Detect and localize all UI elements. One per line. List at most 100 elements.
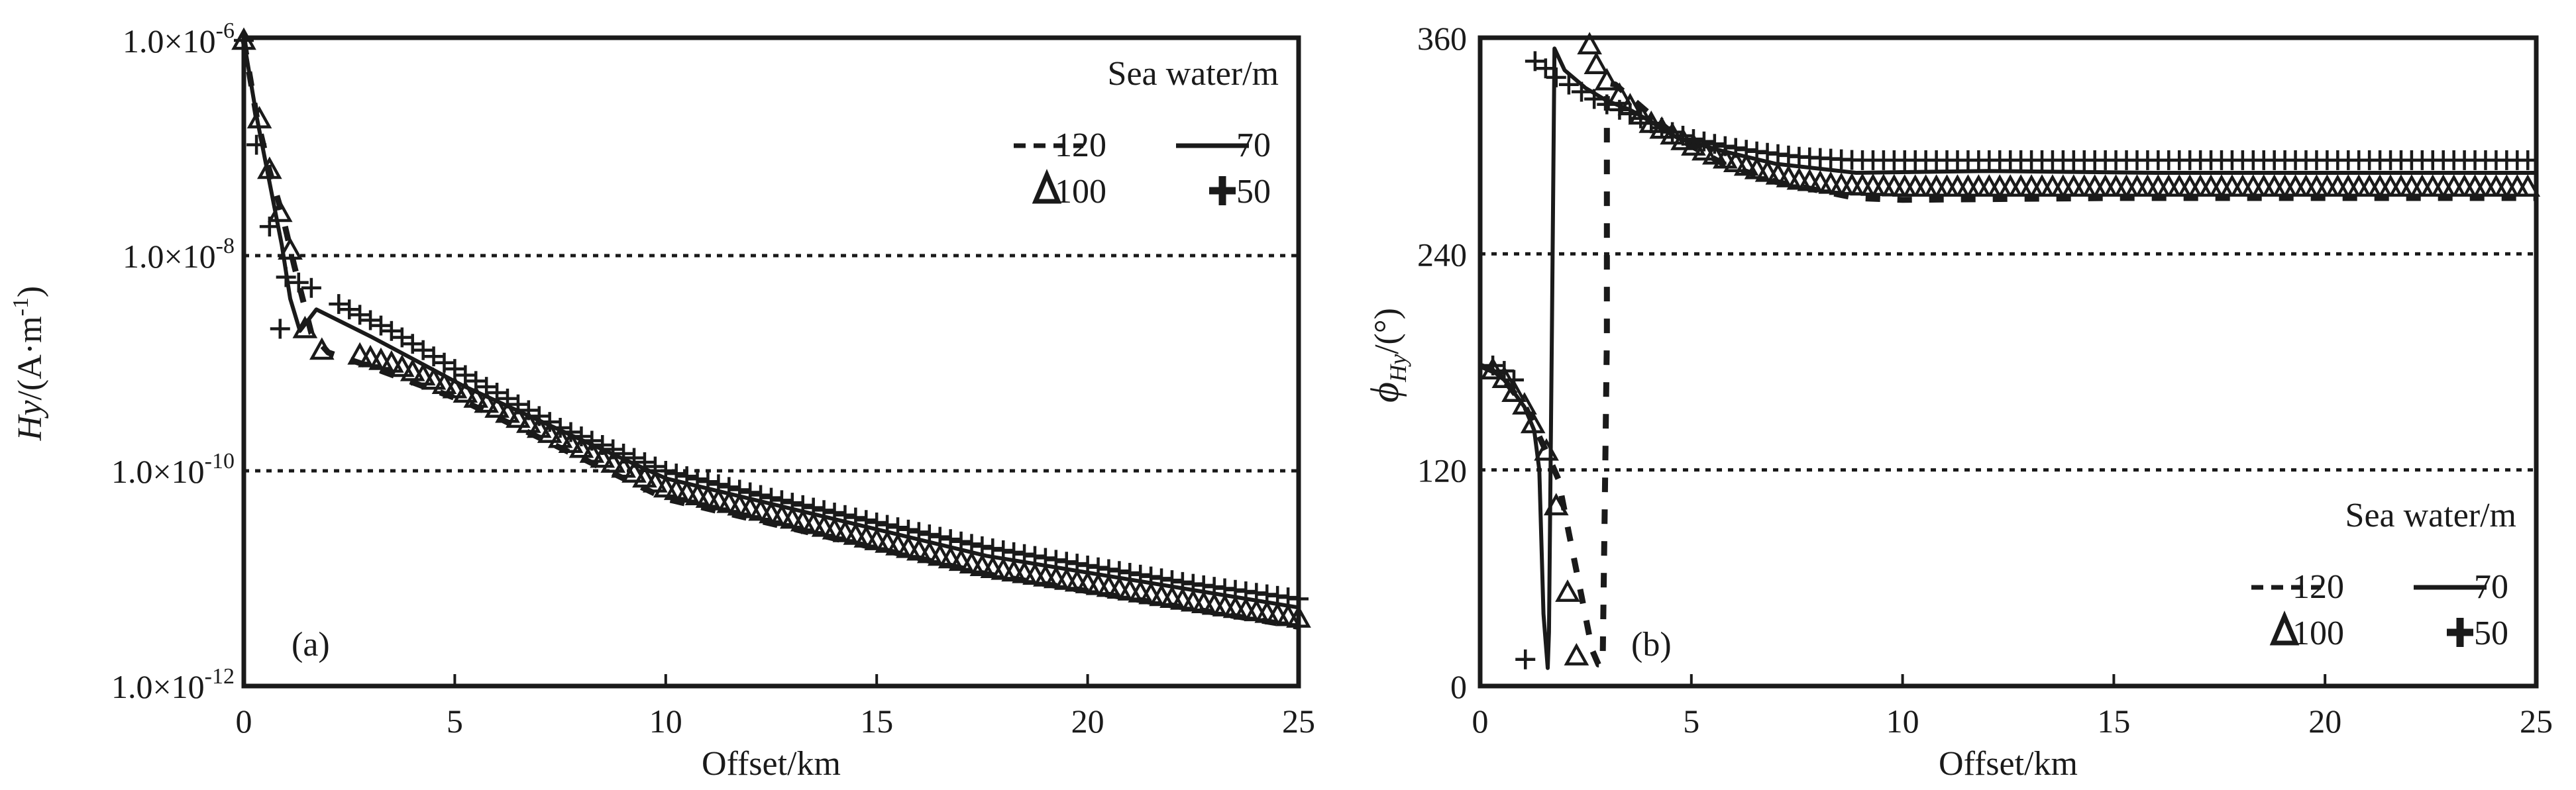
triangle-marker: [421, 367, 447, 390]
triangle-marker: [969, 554, 995, 576]
triangle-marker: [632, 465, 657, 488]
triangle-marker: [1712, 146, 1738, 169]
gridlines-a: [244, 254, 1299, 473]
y-tick-label: 1.0×10-6: [123, 19, 235, 60]
triangle-marker: [875, 530, 900, 553]
legend-label: 120: [1055, 126, 1106, 164]
triangle-marker: [453, 380, 478, 403]
y-ticks-b: 0 120 240 360: [1417, 20, 1467, 705]
triangle-marker: [727, 493, 753, 516]
triangle-marker: [379, 350, 404, 373]
triangle-marker: [400, 358, 425, 381]
triangle-marker: [2515, 174, 2541, 197]
y-axis-title-a-sup: -1: [9, 297, 33, 316]
series-50: [1483, 51, 2538, 669]
x-tick-label: 20: [2308, 703, 2341, 740]
y-axis-title-a-unit: /(A·m: [11, 316, 49, 400]
triangle-marker: [906, 538, 932, 561]
y-tick-exponent: -10: [205, 449, 235, 473]
y-tick-label: 360: [1417, 20, 1467, 57]
triangle-marker: [1520, 411, 1546, 434]
x-ticks-a: 0 5 10 15 20 25: [236, 674, 1315, 740]
triangle-marker: [463, 385, 489, 408]
triangle-marker: [853, 524, 879, 548]
legend-entry-50: 50: [1209, 173, 1271, 211]
legend-entry-50: 50: [2447, 615, 2508, 652]
series-b: [1479, 32, 2541, 670]
triangle-marker: [916, 540, 942, 564]
series-100: [231, 27, 1311, 628]
series-a: [231, 27, 1311, 630]
triangle-marker: [927, 543, 953, 566]
triangle-marker: [292, 315, 318, 338]
triangle-marker: [431, 371, 457, 395]
y-tick-exponent: -12: [205, 664, 235, 689]
triangle-marker: [568, 435, 594, 458]
triangle-marker: [267, 199, 293, 222]
x-tick-label: 15: [2097, 703, 2130, 740]
series-100: [1480, 32, 2541, 666]
triangle-marker: [811, 514, 837, 537]
triangle-marker: [611, 455, 636, 478]
triangle-marker: [695, 485, 721, 508]
triangle-marker: [442, 375, 468, 399]
triangle-marker: [1765, 162, 1791, 185]
y-tick-label: 1.0×10-8: [123, 234, 235, 275]
y-tick-base: 1.0×10: [123, 238, 216, 275]
triangle-marker: [278, 237, 303, 260]
triangle-marker: [368, 347, 394, 370]
triangle-marker: [1512, 392, 1537, 415]
triangle-marker: [547, 425, 573, 448]
y-tick-base: 1.0×10: [123, 23, 216, 60]
triangle-marker: [579, 440, 605, 463]
legend-title: Sea water/m: [2345, 497, 2516, 534]
triangle-marker: [495, 400, 520, 423]
y-axis-title-a: Hy/(A·m-1): [9, 286, 49, 441]
y-tick-label: 1.0×10-10: [111, 449, 235, 490]
x-axis-title-b: Offset/km: [1939, 745, 2078, 783]
triangle-marker: [506, 405, 531, 428]
triangle-marker: [843, 522, 869, 545]
triangle-marker: [1776, 164, 1801, 187]
x-tick-label: 0: [236, 703, 252, 740]
legend-label: 50: [1236, 173, 1271, 211]
triangle-marker: [800, 511, 826, 534]
triangle-marker: [1681, 133, 1706, 156]
triangle-marker: [621, 460, 647, 483]
triangle-marker: [1564, 642, 1589, 666]
triangle-marker: [832, 519, 858, 542]
y-tick-base: 1.0×10: [111, 453, 205, 490]
y-tick-label: 240: [1417, 236, 1467, 273]
triangle-marker: [257, 156, 282, 179]
triangle-marker: [706, 487, 731, 511]
triangle-marker: [1577, 32, 1602, 55]
legend-entry-70: 70: [1176, 126, 1271, 164]
y-ticks-a: 1.0×10-61.0×10-81.0×10-101.0×10-12: [111, 19, 235, 705]
triangle-marker: [1480, 357, 1505, 379]
triangle-marker: [1754, 159, 1780, 182]
triangle-marker: [959, 551, 985, 574]
triangle-marker: [938, 546, 963, 569]
y-tick-label: 0: [1450, 668, 1467, 705]
triangle-marker: [896, 535, 921, 558]
y-axis-title-b: ϕHy/(°): [1363, 308, 1411, 403]
triangle-marker: [780, 506, 805, 529]
triangle-marker: [1583, 52, 1609, 75]
triangle-marker: [948, 548, 974, 571]
triangle-marker: [1691, 138, 1717, 161]
triangle-marker: [822, 517, 847, 540]
triangle-marker: [484, 395, 510, 418]
triangle-marker: [600, 450, 626, 473]
triangle-marker: [737, 495, 763, 518]
triangle-marker: [590, 445, 616, 468]
x-axis-title-a: Offset/km: [702, 745, 841, 783]
x-tick-label: 20: [1071, 703, 1104, 740]
y-axis-title-a-main: Hy: [11, 400, 49, 442]
triangle-marker: [1702, 142, 1727, 165]
triangle-marker: [389, 354, 415, 377]
y-tick-label: 120: [1417, 452, 1467, 489]
triangle-marker: [1501, 379, 1527, 402]
